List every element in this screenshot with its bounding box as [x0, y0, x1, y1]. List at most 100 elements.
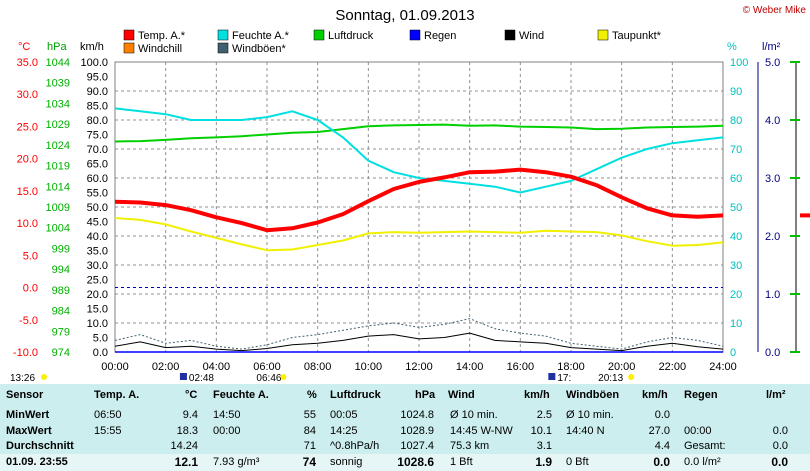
x-tick: 12:00 — [405, 361, 433, 373]
weather-chart: Sonntag, 01.09.2013 © Weber Mike Temp. A… — [10, 5, 810, 384]
sunrise-label: 06:46 — [256, 373, 281, 384]
x-tick: 20:00 — [608, 361, 636, 373]
stat-press: 1028.9 — [400, 424, 434, 437]
stat-press: 1027.4 — [400, 440, 434, 452]
x-tick: 14:00 — [456, 361, 484, 373]
hpa-tick: 979 — [52, 326, 70, 338]
legend-swatch-7 — [217, 42, 229, 54]
plot-area — [114, 61, 724, 353]
stat-gust-label: Ø 10 min. — [566, 409, 614, 421]
legend-swatch-5 — [597, 29, 609, 41]
x-tick: 08:00 — [304, 361, 332, 373]
stat-temp: 14.24 — [170, 440, 198, 452]
stat-wind: 10.1 — [530, 424, 552, 437]
x-tick: 10:00 — [355, 361, 383, 373]
stat-rain: 0.0 — [772, 424, 788, 437]
legend-swatch-0 — [123, 29, 135, 41]
axis-unit-hpa: hPa — [47, 41, 67, 53]
pct-tick: 20 — [730, 289, 742, 301]
stat-temp-time: 06:50 — [94, 409, 122, 421]
x-tick: 02:00 — [152, 361, 180, 373]
temp-tick: 5.0 — [23, 250, 38, 262]
kmh-tick: 45.0 — [87, 217, 108, 229]
hdr-wind: Wind — [448, 389, 475, 401]
chart-title: Sonntag, 01.09.2013 — [335, 7, 474, 24]
temp-tick: 15.0 — [17, 186, 38, 198]
stat-hum: 84 — [303, 424, 316, 437]
stat-hum: 71 — [303, 440, 316, 452]
rain-tick: 4.0 — [765, 115, 780, 127]
series-windben — [114, 318, 724, 350]
hdr-gust-unit: km/h — [642, 389, 668, 401]
kmh-tick: 90.0 — [87, 86, 108, 98]
current-row-bg — [0, 454, 810, 471]
stat-rain-label: 0.0 l/m² — [684, 455, 721, 468]
hpa-tick: 1019 — [46, 161, 70, 173]
x-tick: 22:00 — [659, 361, 687, 373]
temp-tick: -10.0 — [13, 347, 38, 359]
pct-tick: 90 — [730, 86, 742, 98]
stat-wind-label: 1 Bft — [450, 455, 473, 468]
legend-swatch-1 — [217, 29, 229, 41]
hdr-humidity: Feuchte A. — [213, 389, 269, 401]
stat-gust: 27.0 — [648, 424, 670, 437]
stat-gust: 0.0 — [653, 454, 670, 469]
stat-wind-label: 75.3 km — [450, 440, 490, 452]
axes: °C hPa km/h% l/m² 35.0 30.0 25.0 20.0 15.0 10.0 5.… — [13, 41, 800, 359]
series-feuchtea — [114, 107, 724, 194]
stat-hum: 55 — [303, 409, 316, 421]
x-tick: 16:00 — [507, 361, 535, 373]
temp-tick: 20.0 — [17, 154, 38, 166]
series-group — [114, 107, 810, 353]
hpa-tick: 994 — [52, 264, 70, 276]
credit-text: © Weber Mike — [743, 5, 807, 16]
rain-tick: 0.0 — [765, 347, 780, 359]
kmh-tick: 100.0 — [80, 57, 108, 69]
axis-unit-temp: °C — [18, 41, 30, 53]
kmh-tick: 60.0 — [87, 173, 108, 185]
stat-temp: 9.4 — [182, 409, 198, 421]
stat-hum-time: 14:50 — [213, 409, 241, 421]
x-tick: 24:00 — [709, 361, 737, 373]
axis-unit-kmh: km/h — [80, 41, 104, 53]
legend-label-4: Wind — [519, 30, 544, 42]
sunrise-icon — [280, 374, 287, 380]
stat-rain: 0.0 — [772, 440, 788, 452]
kmh-tick: 30.0 — [87, 260, 108, 272]
stat-hum-time: 00:00 — [213, 424, 241, 437]
stat-label: MaxWert — [6, 424, 52, 437]
rain-tick: 2.0 — [765, 231, 780, 243]
kmh-tick: 25.0 — [87, 275, 108, 287]
stat-gust: 4.4 — [654, 440, 670, 452]
hdr-pressure: Luftdruck — [330, 389, 381, 401]
kmh-tick: 35.0 — [87, 246, 108, 258]
kmh-tick: 95.0 — [87, 72, 108, 84]
stat-wind: 2.5 — [536, 409, 552, 421]
sunset-icon — [628, 374, 635, 380]
rain-tick: 3.0 — [765, 173, 780, 185]
hpa-tick: 974 — [52, 347, 70, 359]
kmh-tick: 65.0 — [87, 159, 108, 171]
x-tick: 06:00 — [253, 361, 281, 373]
moonset-label: 17: — [557, 373, 571, 384]
stat-hum-time: 7.93 g/m³ — [213, 455, 260, 468]
hdr-humidity-unit: % — [307, 389, 317, 401]
hpa-tick: 1029 — [46, 119, 70, 131]
series-luftdruck — [114, 123, 724, 143]
x-tick: 00:00 — [101, 361, 129, 373]
hdr-rain-unit: l/m² — [766, 389, 786, 401]
axis-unit-pct: % — [727, 41, 737, 53]
series-tempa — [114, 167, 724, 233]
kmh-tick: 70.0 — [87, 144, 108, 156]
sun-left-icon — [41, 374, 47, 380]
hpa-tick: 999 — [52, 243, 70, 255]
pct-tick: 80 — [730, 115, 742, 127]
stat-label: 01.09. 23:55 — [6, 455, 68, 468]
kmh-tick: 20.0 — [87, 289, 108, 301]
legend-swatch-3 — [409, 29, 421, 41]
legend-label-3: Regen — [424, 30, 456, 42]
hpa-tick: 1039 — [46, 78, 70, 90]
hpa-tick: 1014 — [46, 181, 70, 193]
kmh-tick: 75.0 — [87, 130, 108, 142]
x-tick: 04:00 — [203, 361, 231, 373]
